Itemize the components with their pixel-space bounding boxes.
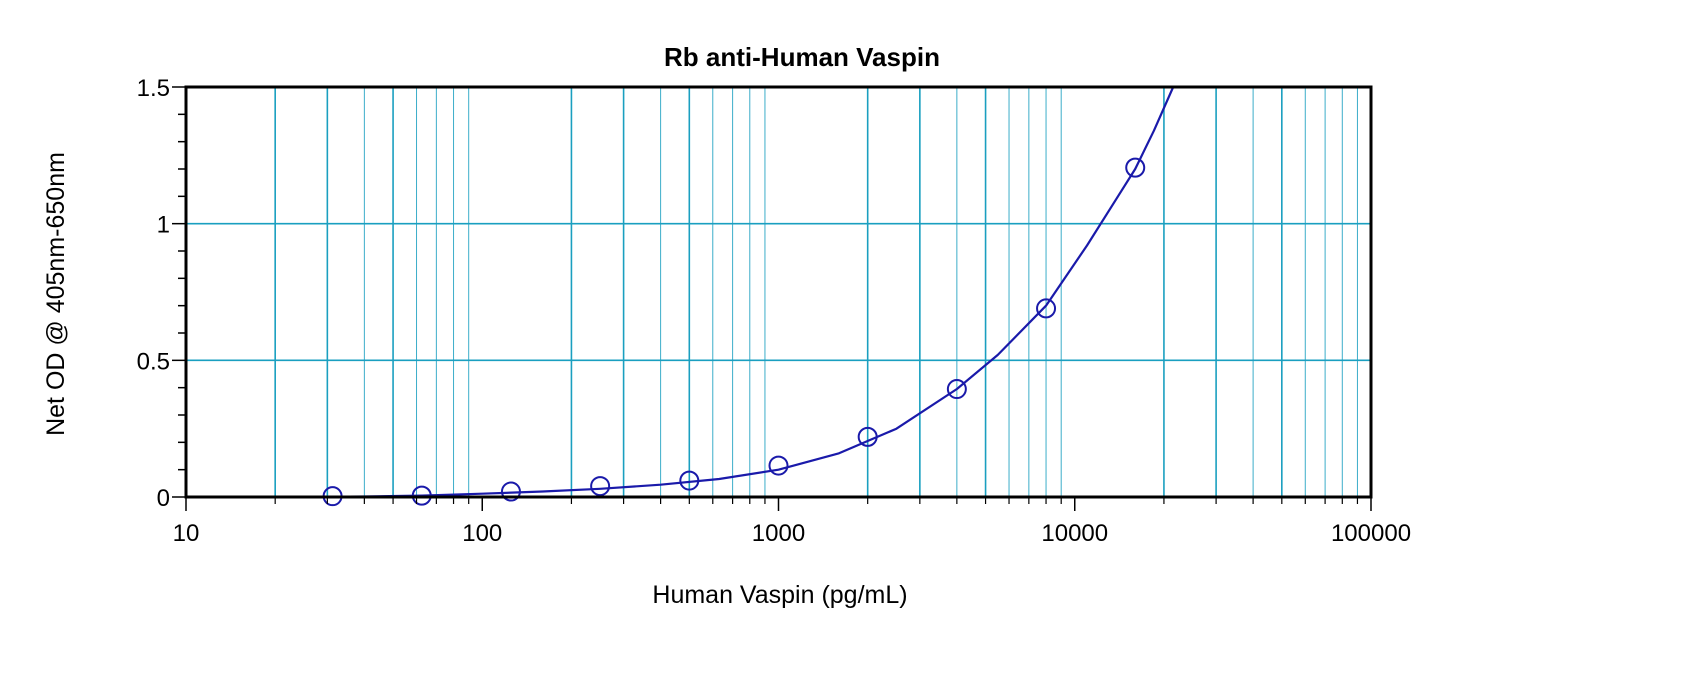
- axis-ticks: [172, 86, 1372, 511]
- fit-curve-line: [303, 86, 1175, 499]
- x-tick-label: 10: [173, 520, 200, 547]
- x-tick-label: 100: [462, 520, 502, 547]
- y-axis-label: Net OD @ 405nm-650nm: [42, 152, 70, 436]
- data-point: [946, 379, 967, 400]
- data-point: [857, 426, 878, 447]
- plot-frame: [184, 85, 1373, 499]
- data-point: [590, 476, 611, 497]
- y-tick-labels: 0 0.5 1 1.5: [137, 75, 170, 512]
- data-point: [679, 470, 700, 491]
- x-tick-label: 1000: [752, 520, 805, 547]
- x-tick-labels: 10 100 1000 10000 100000: [173, 520, 1411, 547]
- data-points: [322, 157, 1146, 507]
- x-axis-label: Human Vaspin (pg/mL): [652, 581, 907, 609]
- y-tick-label: 0.5: [137, 348, 170, 375]
- y-tick-label: 1: [157, 212, 170, 239]
- data-point: [1125, 157, 1146, 178]
- chart-title: Rb anti-Human Vaspin: [664, 42, 940, 72]
- y-tick-label: 0: [157, 485, 170, 512]
- data-point: [1036, 298, 1057, 319]
- x-tick-label: 100000: [1331, 520, 1411, 547]
- y-tick-label: 1.5: [137, 75, 170, 102]
- data-point: [500, 481, 521, 502]
- grid-lines: [186, 87, 1371, 497]
- x-tick-label: 10000: [1041, 520, 1108, 547]
- data-point: [768, 455, 789, 476]
- fit-curve-layer: [303, 86, 1175, 499]
